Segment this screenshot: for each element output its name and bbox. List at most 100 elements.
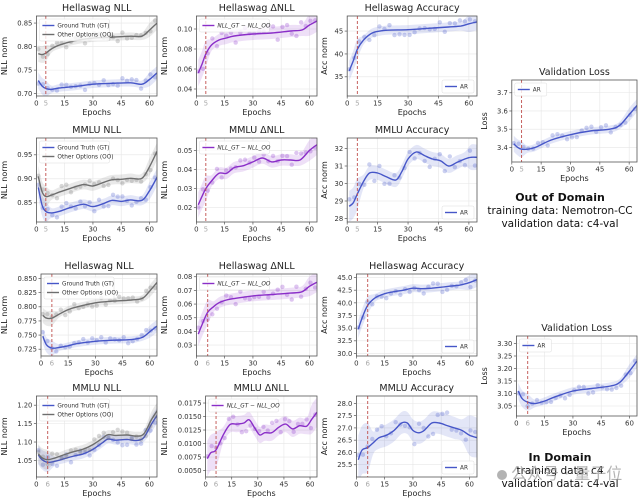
legend-box — [39, 398, 110, 422]
data-point — [124, 36, 130, 41]
data-point — [412, 441, 417, 447]
y-tick-label: 0.04 — [177, 85, 192, 93]
legend-box — [43, 276, 115, 300]
y-tick-label: 42.5 — [337, 287, 352, 295]
y-tick-label: 35 — [335, 73, 344, 81]
data-point — [576, 384, 582, 389]
chart-title: Hellaswag Accuracy — [365, 3, 460, 14]
data-point — [82, 41, 88, 46]
data-point — [196, 205, 201, 210]
data-point — [121, 296, 126, 301]
x-tick-label: 60 — [464, 100, 473, 108]
data-point — [129, 203, 134, 208]
x-tick-label: 0 — [345, 226, 349, 234]
data-point — [421, 291, 426, 296]
data-point — [426, 434, 431, 439]
data-point — [392, 173, 397, 178]
data-point — [289, 297, 294, 302]
caption-in-domain: In Domain training data: c4 validation d… — [480, 451, 640, 491]
data-point — [412, 29, 417, 35]
data-point — [604, 386, 610, 392]
y-tick-label: 0.725 — [18, 346, 37, 354]
y-tick-label: 1.15 — [17, 420, 32, 428]
panel-ood-hellaswag-dnll: Hellaswag ΔNLL 0 15 30 45 60 5 Epochs 0.04 0.06 0.… — [160, 0, 320, 118]
data-point — [103, 340, 108, 345]
data-point — [129, 178, 134, 183]
data-point — [143, 327, 149, 333]
data-point — [120, 429, 125, 434]
x-tick-label: 0 — [345, 100, 349, 108]
y-tick-label: 1.20 — [17, 402, 32, 410]
y-axis-label: NLL norm — [0, 417, 9, 456]
caption-title: In Domain — [528, 451, 592, 464]
chart-svg: Hellaswag Accuracy 0 15 30 45 60 5 Epochs 35 40 45… — [320, 3, 478, 117]
data-point — [535, 140, 541, 146]
confidence-band — [42, 319, 157, 356]
x-axis-label: Epochs — [398, 234, 427, 243]
data-point — [54, 40, 60, 45]
data-point — [398, 292, 403, 298]
series-line — [197, 144, 317, 206]
data-point — [148, 167, 153, 173]
x-tick-label: 15 — [380, 360, 389, 368]
data-point — [45, 190, 50, 196]
y-tick-label: 0.85 — [17, 199, 32, 207]
epoch-marker-label: 5 — [204, 100, 208, 108]
data-point — [261, 424, 266, 430]
x-tick-label: 60 — [305, 360, 314, 368]
data-point — [427, 164, 432, 170]
data-point — [407, 32, 412, 38]
y-tick-label: 1.05 — [17, 457, 32, 465]
data-point — [393, 419, 398, 425]
data-point — [126, 341, 131, 346]
x-tick-label: 15 — [227, 481, 236, 489]
x-tick-label: 30 — [568, 420, 577, 428]
data-point — [64, 82, 69, 88]
data-point — [370, 302, 375, 307]
y-tick-label: 0.0150 — [178, 413, 202, 421]
data-point — [129, 435, 134, 440]
x-tick-label: 0 — [203, 481, 207, 489]
y-tick-label: 1.10 — [17, 438, 32, 446]
data-point — [581, 384, 586, 390]
x-tick-label: 60 — [465, 481, 474, 489]
data-point — [437, 152, 442, 157]
legend-box — [441, 460, 475, 475]
x-tick-label: 45 — [595, 166, 604, 174]
x-tick-label: 30 — [253, 481, 262, 489]
data-point — [437, 20, 442, 25]
x-tick-label: 15 — [220, 226, 229, 234]
x-tick-label: 0 — [194, 360, 198, 368]
x-tick-label: 45 — [117, 226, 126, 234]
data-point — [59, 204, 64, 209]
legend-box — [39, 18, 110, 42]
legend: Ground Truth (GT) Other Options (OO) — [43, 276, 118, 300]
data-point — [54, 195, 60, 201]
legend: Ground Truth (GT) Other Options (OO) — [39, 18, 114, 42]
data-point — [214, 306, 220, 311]
data-point — [224, 168, 229, 173]
chart-svg: Validation Loss 0 15 30 45 60 6 Epochs 3.05 3.10 3… — [480, 323, 638, 437]
y-axis-label: Acc norm — [320, 296, 329, 334]
data-point — [548, 399, 554, 405]
data-point — [115, 440, 120, 445]
data-point — [308, 280, 313, 285]
epoch-marker-label: 5 — [355, 100, 359, 108]
epoch-marker-label: 6 — [205, 360, 210, 368]
chart-title: MMLU NLL — [72, 125, 122, 136]
data-point — [308, 18, 313, 24]
legend-box — [199, 140, 270, 155]
x-tick-label: 45 — [117, 481, 126, 489]
data-point — [467, 17, 473, 22]
legend-box — [441, 339, 475, 354]
data-point — [574, 134, 580, 140]
chart-svg: Hellaswag NLL 0 15 30 45 60 6 Epochs 0.725 0.750 0… — [0, 261, 158, 377]
data-point — [210, 36, 215, 41]
data-point — [284, 22, 290, 28]
data-point — [287, 418, 292, 424]
data-point — [87, 453, 92, 458]
plot-area — [356, 410, 477, 477]
y-tick-label: 0.850 — [18, 275, 37, 283]
y-axis-label: Acc norm — [320, 37, 329, 75]
y-tick-label: 3.05 — [497, 402, 512, 410]
